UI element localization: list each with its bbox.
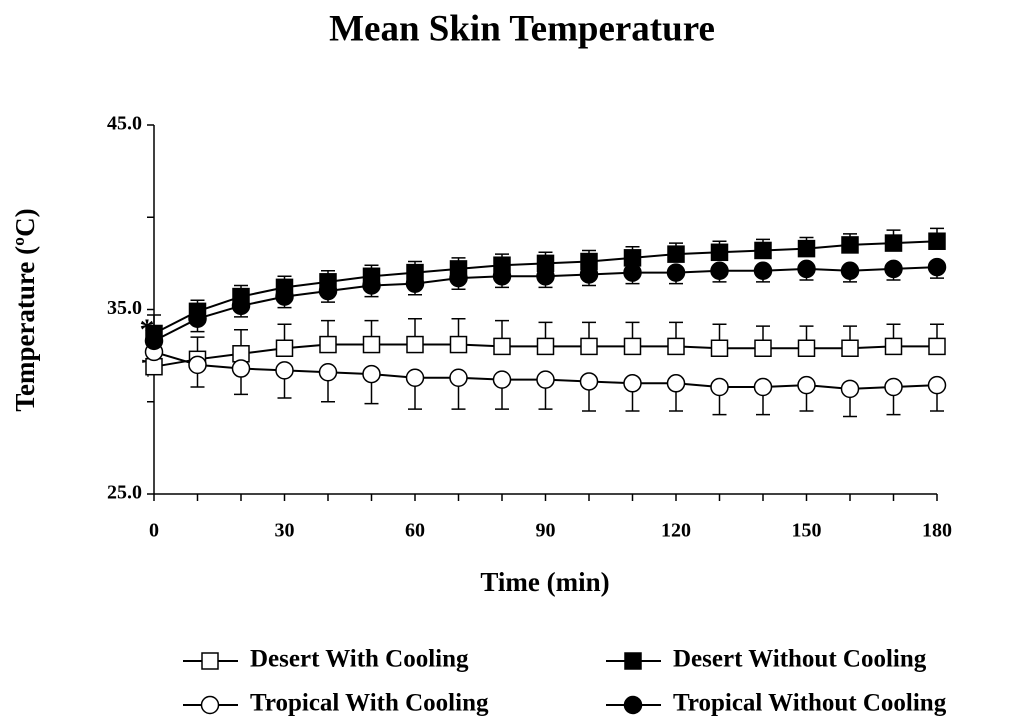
data-point xyxy=(449,335,468,354)
data-point xyxy=(536,337,555,356)
data-point xyxy=(797,339,816,357)
data-point xyxy=(753,261,773,281)
data-point xyxy=(580,337,598,356)
legend-label: Desert With Cooling xyxy=(250,646,469,673)
data-point xyxy=(797,375,816,395)
data-point xyxy=(144,331,164,351)
data-point xyxy=(493,337,511,356)
x-tick-label: 0 xyxy=(149,520,159,542)
data-point xyxy=(405,368,425,388)
data-point xyxy=(884,234,903,252)
data-point xyxy=(362,335,381,354)
legend-marker xyxy=(624,652,642,670)
y-axis-label: Temperature (ºC) xyxy=(10,208,40,411)
data-point xyxy=(188,309,207,328)
data-point xyxy=(275,339,294,357)
data-point xyxy=(405,274,425,293)
data-point xyxy=(319,335,337,354)
data-point xyxy=(927,257,947,277)
legend-marker xyxy=(623,695,643,715)
data-point xyxy=(623,374,642,393)
data-point xyxy=(884,337,903,356)
data-point xyxy=(710,243,729,262)
data-point xyxy=(753,377,773,397)
data-point xyxy=(797,239,816,258)
data-point xyxy=(623,263,642,282)
data-point xyxy=(666,374,686,393)
data-point xyxy=(710,261,729,281)
legend-marker xyxy=(201,652,219,670)
data-point xyxy=(797,259,816,279)
data-point xyxy=(449,368,468,388)
data-point xyxy=(623,337,642,356)
data-point xyxy=(666,263,686,282)
data-point xyxy=(667,245,685,263)
x-tick-label: 90 xyxy=(536,520,556,542)
data-point xyxy=(362,364,381,384)
data-point xyxy=(841,236,859,254)
data-point xyxy=(536,267,555,286)
data-point xyxy=(928,337,946,356)
data-point xyxy=(579,372,599,391)
data-point xyxy=(710,339,729,357)
legend-label: Tropical With Cooling xyxy=(250,690,489,717)
data-point xyxy=(579,265,599,284)
data-point xyxy=(492,370,512,389)
data-point xyxy=(754,241,772,260)
data-point xyxy=(927,375,947,395)
x-tick-label: 150 xyxy=(792,520,822,542)
x-tick-label: 30 xyxy=(275,520,295,542)
data-point xyxy=(318,362,338,382)
chart-title: Mean Skin Temperature xyxy=(329,8,715,49)
x-tick-label: 120 xyxy=(661,520,691,542)
data-point xyxy=(840,379,860,399)
data-point xyxy=(710,377,729,397)
data-point xyxy=(318,281,338,301)
x-axis-label: Time (min) xyxy=(480,567,609,597)
data-point xyxy=(406,335,424,354)
legend-label: Desert Without Cooling xyxy=(673,646,927,673)
y-tick-label: 45.0 xyxy=(107,113,142,135)
data-point xyxy=(841,339,859,357)
data-point xyxy=(275,361,294,380)
data-point xyxy=(667,337,685,356)
y-tick-label: 35.0 xyxy=(107,297,142,319)
data-point xyxy=(188,355,207,375)
data-point xyxy=(928,232,946,250)
data-point xyxy=(449,268,468,288)
x-tick-label: 60 xyxy=(405,520,425,542)
x-tick-label: 180 xyxy=(922,520,952,542)
data-point xyxy=(231,296,251,316)
data-point xyxy=(275,287,294,306)
data-point xyxy=(536,370,555,389)
data-point xyxy=(492,267,512,286)
data-point xyxy=(754,339,772,357)
data-point xyxy=(884,259,903,279)
data-point xyxy=(362,276,381,295)
data-point xyxy=(231,359,251,378)
data-point xyxy=(840,261,860,281)
legend-label: Tropical Without Cooling xyxy=(673,690,947,717)
legend-marker xyxy=(200,695,220,715)
data-point xyxy=(884,377,903,397)
y-tick-label: 25.0 xyxy=(107,482,142,504)
